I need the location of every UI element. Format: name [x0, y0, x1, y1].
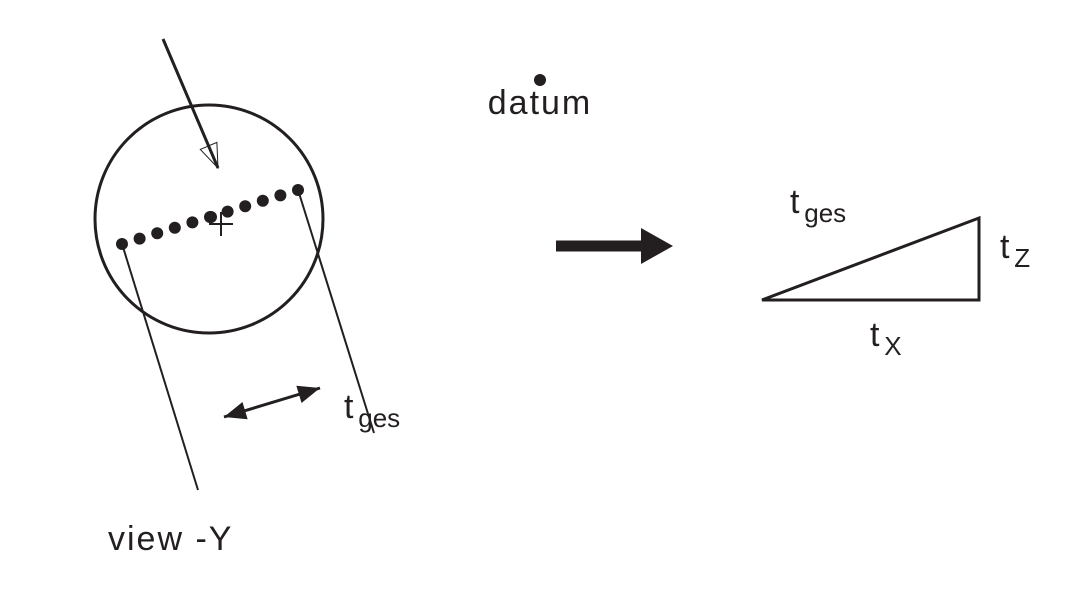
extension-line-2: [299, 193, 374, 433]
incoming-arrow: [163, 39, 218, 168]
svg-text:t: t: [1000, 228, 1010, 266]
svg-text:ges: ges: [358, 403, 400, 433]
diagram-canvas: tges view -Y datum tges tZ tX: [0, 0, 1080, 607]
tges-label-right: tges: [790, 183, 846, 228]
svg-text:Z: Z: [1014, 243, 1030, 273]
triangle: [762, 218, 979, 300]
extension-line-1: [123, 247, 198, 490]
svg-text:ges: ges: [804, 198, 846, 228]
tz-label: tZ: [1000, 228, 1030, 273]
tges-label-left: tges: [344, 388, 400, 433]
view-y-label: view -Y: [108, 520, 233, 558]
center-dot: [205, 211, 217, 223]
left-diagram: tges view -Y: [95, 39, 400, 558]
svg-text:t: t: [344, 388, 354, 426]
datum-group: datum: [488, 74, 593, 122]
svg-text:t: t: [790, 183, 800, 221]
right-triangle-group: tges tZ tX: [762, 183, 1030, 361]
center-arrow-icon: [556, 228, 673, 264]
dimension-arrow: [224, 386, 320, 420]
tx-label: tX: [870, 316, 902, 361]
svg-text:X: X: [884, 331, 901, 361]
datum-label: datum: [488, 84, 593, 122]
svg-text:t: t: [870, 316, 880, 354]
